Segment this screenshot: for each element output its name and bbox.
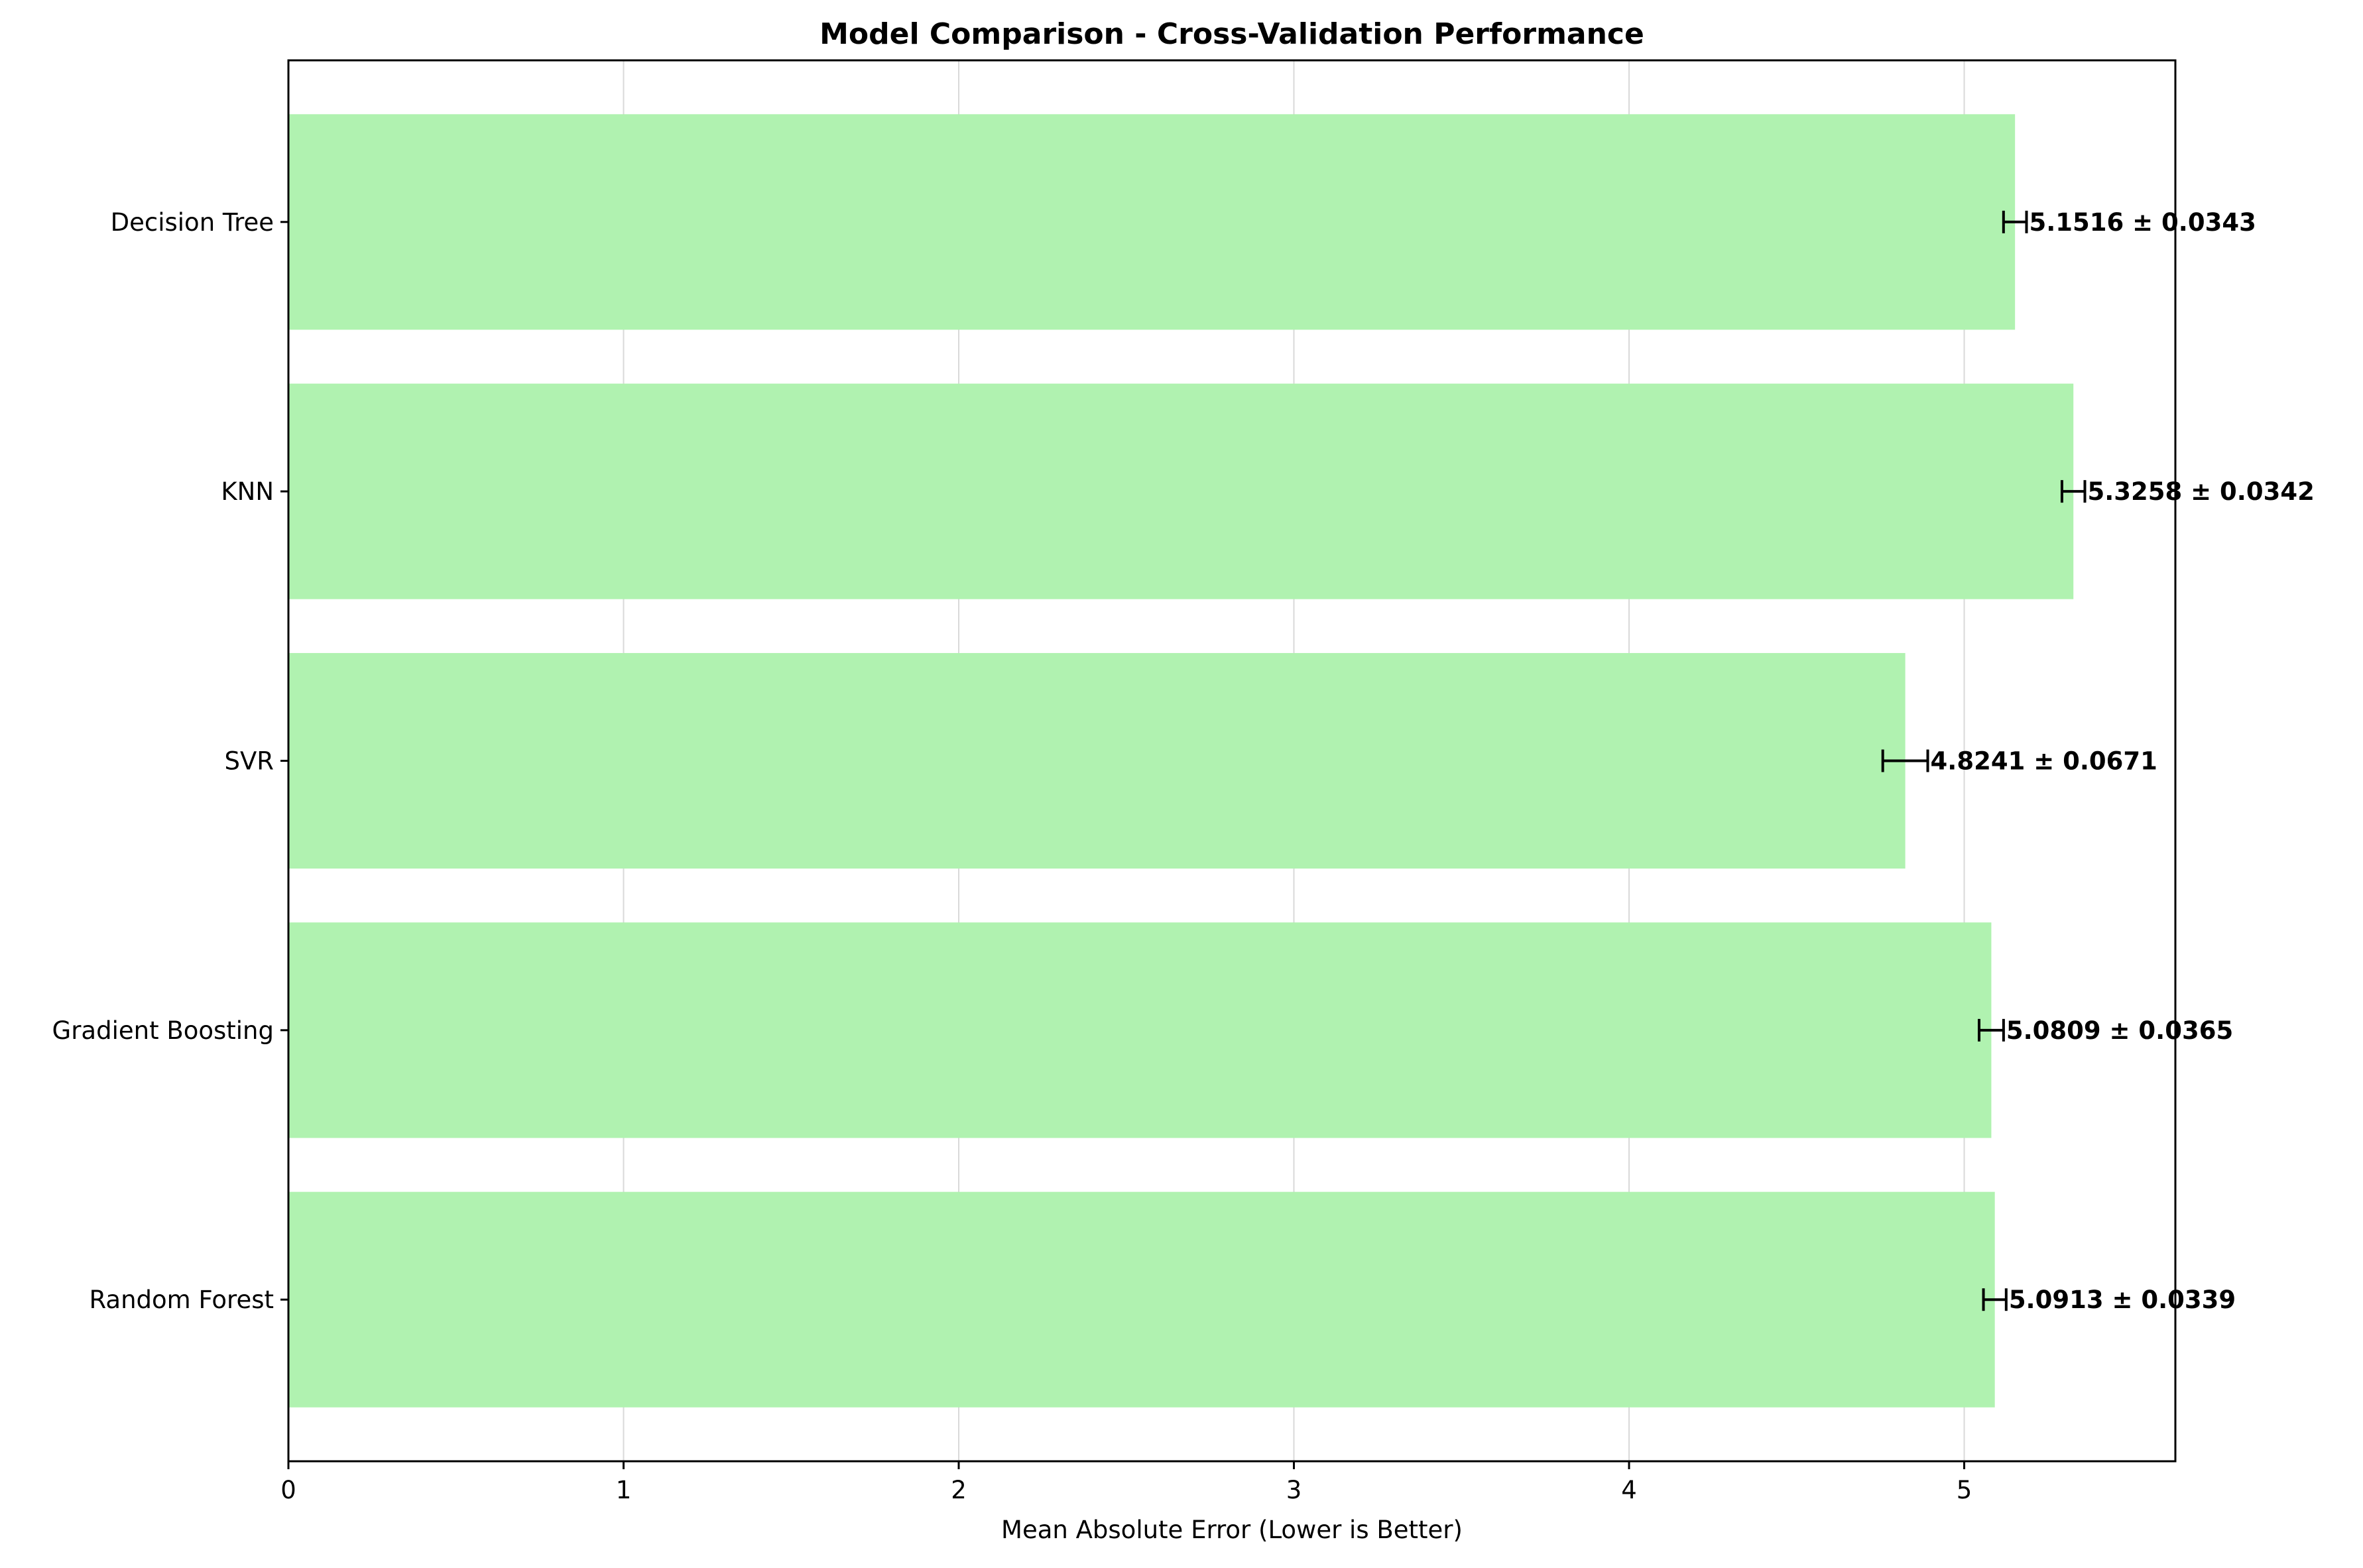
x-tick-label: 1 bbox=[616, 1476, 632, 1504]
bars bbox=[288, 114, 2074, 1408]
chart-title: Model Comparison - Cross-Validation Perf… bbox=[819, 17, 1644, 51]
bar bbox=[288, 922, 1992, 1138]
value-label: 5.0809 ± 0.0365 bbox=[2006, 1016, 2233, 1045]
y-tick-label: Random Forest bbox=[90, 1286, 274, 1314]
bar bbox=[288, 383, 2074, 599]
y-tick-label: Decision Tree bbox=[111, 208, 274, 237]
value-label: 5.1516 ± 0.0343 bbox=[2030, 208, 2256, 237]
bar bbox=[288, 652, 1906, 869]
axis-ticks: 0 1 2 3 4 5 Random Forest Gradient Boosting SVR K… bbox=[52, 208, 1972, 1504]
y-tick-label: Gradient Boosting bbox=[52, 1016, 274, 1045]
value-label: 5.0913 ± 0.0339 bbox=[2009, 1286, 2236, 1314]
x-axis-label: Mean Absolute Error (Lower is Better) bbox=[1001, 1516, 1463, 1544]
y-tick-label: SVR bbox=[224, 747, 274, 776]
value-label: 4.8241 ± 0.0671 bbox=[1931, 747, 2157, 776]
value-labels: 5.0913 ± 0.0339 5.0809 ± 0.0365 4.8241 ± 0… bbox=[1931, 208, 2315, 1314]
error-bars bbox=[1881, 210, 2087, 1311]
x-tick-label: 4 bbox=[1621, 1476, 1637, 1504]
bar bbox=[288, 114, 2016, 330]
x-tick-label: 5 bbox=[1957, 1476, 1972, 1504]
x-tick-label: 2 bbox=[951, 1476, 967, 1504]
bar bbox=[288, 1191, 1995, 1408]
value-label: 5.3258 ± 0.0342 bbox=[2088, 477, 2315, 506]
y-tick-label: KNN bbox=[221, 477, 274, 506]
x-tick-label: 0 bbox=[280, 1476, 296, 1504]
x-tick-label: 3 bbox=[1286, 1476, 1302, 1504]
